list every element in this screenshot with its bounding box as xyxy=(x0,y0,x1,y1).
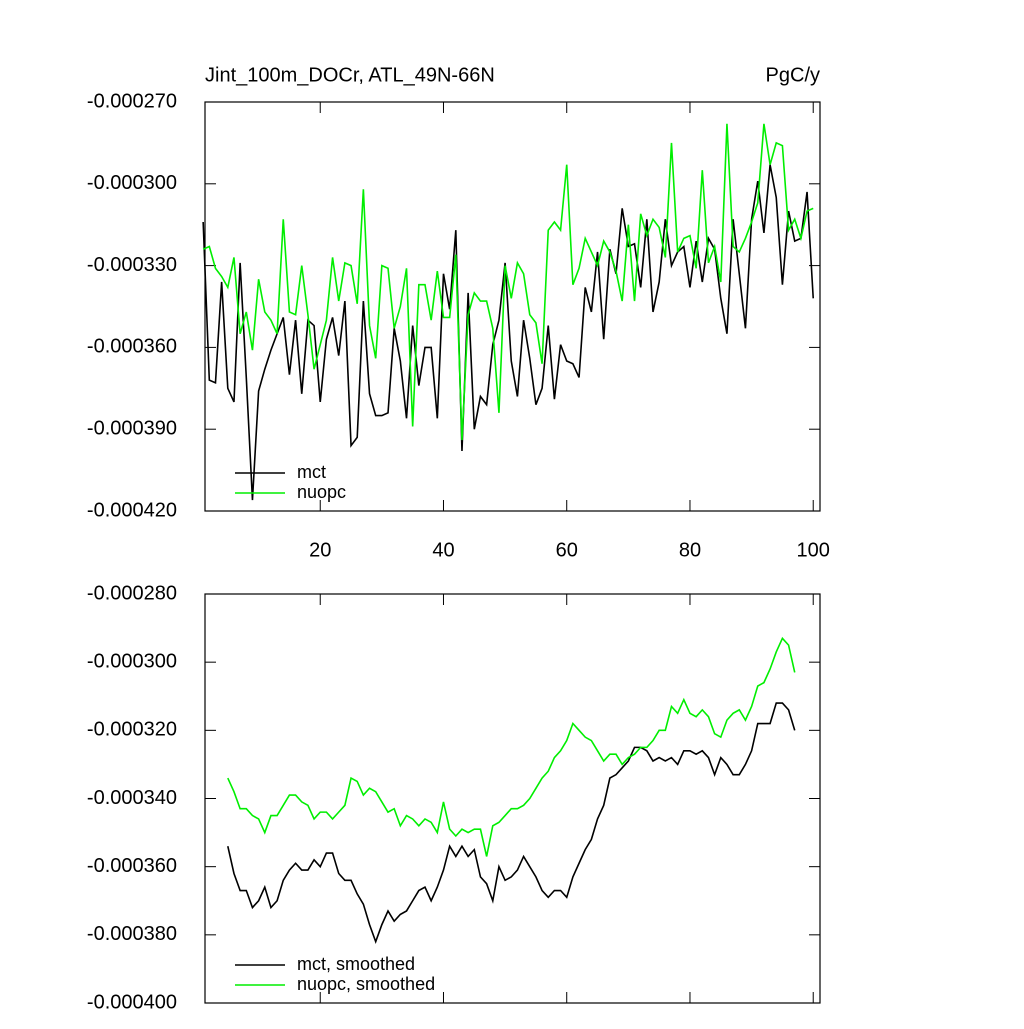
data-line xyxy=(227,702,796,945)
y-tick-label: -0.000280 xyxy=(87,582,177,604)
x-tick-label: 20 xyxy=(309,539,331,561)
legend-label: nuopc xyxy=(297,482,346,502)
x-tick-label: 100 xyxy=(797,539,830,561)
y-tick-label: -0.000270 xyxy=(87,90,177,112)
plot-frame xyxy=(204,593,821,1004)
y-tick-label: -0.000300 xyxy=(87,650,177,672)
y-tick-label: -0.000420 xyxy=(87,499,177,521)
units-label: PgC/y xyxy=(766,64,820,86)
y-tick-label: -0.000360 xyxy=(87,855,177,877)
legend-label: mct xyxy=(297,462,326,482)
y-tick-label: -0.000300 xyxy=(87,172,177,194)
y-tick-label: -0.000400 xyxy=(87,991,177,1013)
y-tick-label: -0.000320 xyxy=(87,719,177,741)
y-tick-label: -0.000390 xyxy=(87,417,177,439)
x-tick-label: 60 xyxy=(556,539,578,561)
x-tick-label: 40 xyxy=(432,539,454,561)
x-tick-label: 80 xyxy=(679,539,701,561)
y-tick-label: -0.000380 xyxy=(87,923,177,945)
y-tick-label: -0.000330 xyxy=(87,254,177,276)
data-line xyxy=(202,164,815,501)
legend-label: mct, smoothed xyxy=(297,954,415,974)
y-tick-label: -0.000340 xyxy=(87,787,177,809)
y-tick-label: -0.000360 xyxy=(87,336,177,358)
legend-label: nuopc, smoothed xyxy=(297,974,435,994)
chart-title: Jint_100m_DOCr, ATL_49N-66N xyxy=(205,64,495,86)
data-line xyxy=(202,123,814,441)
plot-frame xyxy=(204,101,821,512)
data-line xyxy=(227,636,796,857)
